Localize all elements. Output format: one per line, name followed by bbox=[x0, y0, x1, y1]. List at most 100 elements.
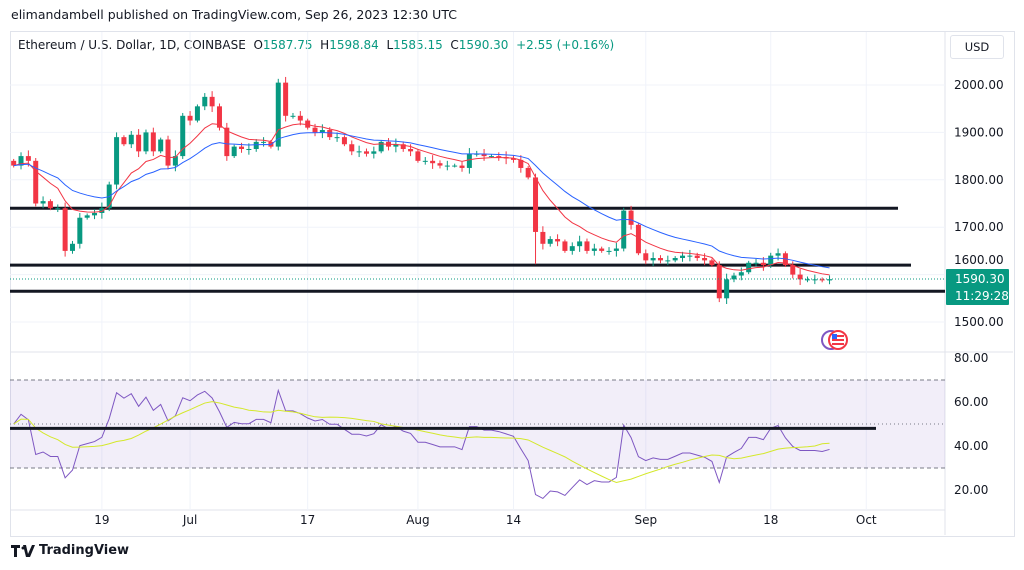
currency-button[interactable]: USD bbox=[950, 35, 1004, 59]
candle-body bbox=[724, 279, 730, 299]
candle-body bbox=[466, 153, 472, 168]
price-tick: 1900.00 bbox=[954, 125, 1004, 139]
candle-body bbox=[194, 106, 200, 121]
candle-body bbox=[327, 130, 333, 138]
candle-body bbox=[555, 239, 561, 242]
candle-body bbox=[525, 167, 531, 178]
candle-body bbox=[518, 159, 524, 168]
candle-body bbox=[150, 132, 156, 152]
candle-body bbox=[341, 137, 347, 145]
logo-text: TradingView bbox=[39, 543, 130, 558]
high-label: H bbox=[320, 38, 330, 52]
candle-body bbox=[430, 160, 436, 164]
flag-icon[interactable] bbox=[821, 330, 848, 350]
time-tick: Sep bbox=[634, 513, 657, 527]
publisher-line: elimandambell published on TradingView.c… bbox=[11, 7, 457, 22]
candle-body bbox=[408, 148, 414, 152]
candle-body bbox=[738, 272, 744, 276]
tradingview-logo[interactable]: TradingView bbox=[11, 543, 129, 558]
candle-body bbox=[312, 127, 318, 133]
candle-body bbox=[584, 241, 590, 251]
tradingview-logo-icon bbox=[11, 544, 35, 557]
open-label: O bbox=[253, 38, 263, 52]
candle-body bbox=[577, 241, 583, 247]
candle-body bbox=[694, 255, 700, 259]
candle-body bbox=[363, 151, 369, 154]
candle-body bbox=[437, 163, 443, 166]
candle-body bbox=[716, 265, 722, 299]
candle-body bbox=[635, 224, 641, 254]
price-tick: 1800.00 bbox=[954, 173, 1004, 187]
candle-body bbox=[11, 160, 17, 166]
candle-body bbox=[128, 134, 134, 145]
candle-body bbox=[452, 165, 458, 167]
candle-body bbox=[136, 134, 142, 152]
candle-body bbox=[55, 208, 61, 210]
last-price-text: 1590.30 bbox=[955, 272, 1005, 286]
candle-body bbox=[114, 137, 120, 185]
candle-body bbox=[349, 144, 355, 152]
candle-body bbox=[180, 115, 186, 157]
candle-body bbox=[62, 208, 68, 251]
candle-body bbox=[569, 246, 575, 251]
price-tick: 1500.00 bbox=[954, 315, 1004, 329]
candle-body bbox=[797, 274, 803, 280]
candle-body bbox=[591, 248, 597, 251]
candle-body bbox=[672, 258, 678, 261]
price-tick: 1600.00 bbox=[954, 253, 1004, 267]
candle-body bbox=[275, 82, 281, 147]
candle-body bbox=[547, 239, 553, 244]
candle-body bbox=[562, 241, 568, 251]
candle-body bbox=[216, 106, 222, 128]
candle-body bbox=[459, 165, 465, 168]
candle-body bbox=[47, 201, 53, 209]
candle-body bbox=[69, 243, 75, 251]
close-value: 1590.30 bbox=[458, 38, 509, 52]
candle-body bbox=[158, 139, 164, 152]
candle-body bbox=[533, 177, 539, 232]
symbol-name: Ethereum / U.S. Dollar, 1D, COINBASE bbox=[18, 38, 246, 52]
candle-body bbox=[246, 148, 252, 150]
candle-body bbox=[92, 212, 98, 216]
candle-body bbox=[283, 82, 289, 116]
candle-body bbox=[444, 165, 450, 167]
candle-body bbox=[84, 215, 90, 218]
candle-body bbox=[657, 258, 663, 261]
candle-body bbox=[319, 130, 325, 133]
candle-body bbox=[731, 275, 737, 280]
candle-body bbox=[187, 115, 193, 121]
candle-body bbox=[599, 248, 605, 251]
candle-body bbox=[334, 137, 340, 139]
candle-body bbox=[768, 255, 774, 266]
candle-body bbox=[356, 151, 362, 153]
candle-body bbox=[812, 279, 818, 281]
chart-frame bbox=[10, 31, 1015, 537]
candle-body bbox=[819, 279, 825, 281]
candle-body bbox=[305, 120, 311, 128]
candle-body bbox=[827, 279, 833, 281]
price-tick: 2000.00 bbox=[954, 78, 1004, 92]
candle-body bbox=[606, 250, 612, 252]
candle-body bbox=[422, 160, 428, 162]
candle-body bbox=[261, 141, 267, 143]
time-tick: Oct bbox=[856, 513, 877, 527]
time-tick: 17 bbox=[300, 513, 315, 527]
candle-body bbox=[209, 96, 215, 107]
high-value: 1598.84 bbox=[329, 38, 379, 52]
time-tick: 14 bbox=[506, 513, 521, 527]
candle-body bbox=[253, 141, 259, 149]
candle-body bbox=[621, 210, 627, 249]
rsi-band bbox=[10, 380, 945, 468]
candle-body bbox=[121, 137, 127, 145]
candle-body bbox=[687, 255, 693, 257]
candle-body bbox=[775, 253, 781, 256]
candle-body bbox=[224, 127, 230, 157]
candle-body bbox=[665, 260, 671, 262]
candle-body bbox=[702, 258, 708, 261]
candle-body bbox=[231, 146, 237, 157]
time-tick: 18 bbox=[763, 513, 778, 527]
candle-body bbox=[143, 132, 149, 152]
ema-slow-line bbox=[13, 131, 830, 269]
candle-body bbox=[239, 146, 245, 149]
